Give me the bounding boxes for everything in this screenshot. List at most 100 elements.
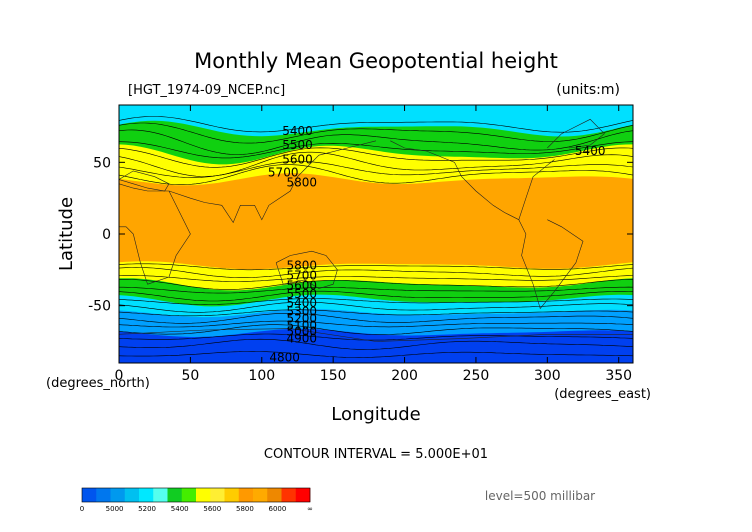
colorbar-swatch [224, 488, 240, 502]
colorbar-tick-labels: 0 5000 5200 5400 5600 5800 6000 ∞ [80, 505, 313, 513]
contour-label: 5600 [287, 279, 318, 293]
colorbar-tick-label: 5000 [106, 505, 124, 513]
colorbar [81, 487, 311, 503]
contour-line [119, 313, 633, 324]
y-axis-unit: (degrees_north) [46, 376, 150, 391]
dataset-filename: [HGT_1974-09_NCEP.nc] [128, 83, 285, 98]
coastline-segment [119, 183, 191, 285]
y-tick-label: 50 [93, 155, 111, 171]
pressure-level: level=500 millibar [485, 489, 595, 503]
x-tick-label: 350 [605, 368, 632, 384]
x-axis-ticks: 0 50 100 150 200 250 300 350 [115, 105, 632, 384]
colorbar-swatch [110, 488, 126, 502]
coastline-segment [390, 140, 555, 221]
coastline-segment [168, 140, 377, 224]
contour-label: 5800 [287, 175, 318, 189]
contour-line [119, 275, 633, 282]
contour-line [119, 147, 633, 168]
colorbar-tick-label: 0 [80, 505, 84, 513]
heatmap-plot-area: 5400550056005700580054005800570056005500… [119, 105, 633, 363]
coastline-segment [547, 118, 605, 149]
contour-line [119, 122, 633, 144]
coastlines [119, 118, 633, 342]
contour-label: 5700 [268, 165, 299, 179]
coastline-segment [518, 219, 584, 310]
contour-label: 5100 [287, 319, 318, 333]
colorbar-swatch [238, 488, 254, 502]
contour-line [119, 164, 633, 185]
x-tick-label: 100 [248, 368, 275, 384]
y-axis-label: Latitude [56, 197, 77, 271]
contour-line [119, 338, 633, 350]
contour-lines [119, 116, 633, 358]
contour-line [119, 129, 633, 155]
colorbar-swatch [153, 488, 168, 502]
contour-line [119, 324, 633, 335]
y-tick-label: -50 [88, 299, 111, 315]
x-axis-label: Longitude [331, 404, 421, 425]
colorbar-swatch [253, 488, 268, 502]
contour-label: 5300 [287, 304, 318, 318]
contour-line [119, 290, 633, 302]
contour-label: 4900 [287, 332, 318, 346]
colorbar-swatch [96, 488, 111, 502]
contour-label: 5400 [282, 124, 313, 138]
band-north-cyan [119, 105, 633, 138]
contour-line [119, 116, 633, 133]
x-tick-label: 0 [115, 368, 124, 384]
contour-label: 5400 [287, 296, 318, 310]
contour-label: 5500 [282, 138, 313, 152]
contour-line [119, 141, 633, 159]
y-axis-ticks: -50 0 50 [88, 155, 633, 315]
contour-line [119, 333, 633, 341]
contour-label: 5800 [287, 259, 318, 273]
band-south-green [119, 278, 633, 308]
contour-label: 5400 [575, 144, 606, 158]
contour-label: 5500 [287, 287, 318, 301]
contour-line [119, 301, 633, 313]
contour-line [119, 320, 633, 328]
band-south-deepblue [119, 328, 633, 363]
band-north-green [119, 120, 633, 166]
band-south-blue [119, 309, 633, 339]
colorbar-frame [81, 487, 311, 503]
units-label: (units:m) [556, 82, 620, 98]
colorbar-swatch [82, 488, 97, 502]
contour-label: 5000 [287, 325, 318, 339]
contour-label: 5200 [287, 312, 318, 326]
coastline-segment [119, 170, 170, 192]
band-south-yellow [119, 261, 633, 292]
colorbar-tick-label: 5800 [236, 505, 254, 513]
colorbar-tick-label: 5600 [203, 505, 221, 513]
y-tick-label: 0 [102, 227, 111, 243]
contour-line [119, 279, 633, 290]
x-tick-label: 250 [463, 368, 490, 384]
x-tick-label: 300 [534, 368, 561, 384]
colorbar-tick-label: 6000 [268, 505, 286, 513]
x-tick-label: 50 [181, 368, 199, 384]
contour-line [119, 298, 633, 305]
contour-line [119, 160, 633, 178]
colorbar-swatch [295, 488, 311, 502]
coastline-segment [275, 250, 338, 289]
contour-labels: 5400550056005700580054005800570056005500… [268, 124, 606, 363]
colorbar-tick-label: 5200 [138, 505, 156, 513]
chart-title: Monthly Mean Geopotential height [194, 49, 558, 73]
colorbar-swatch [181, 488, 197, 502]
x-tick-label: 200 [391, 368, 418, 384]
contour-line [119, 263, 633, 271]
x-axis-unit: (degrees_east) [554, 387, 651, 402]
coastline-segment [119, 328, 633, 342]
contour-line [119, 309, 633, 317]
colorbar-swatch [267, 488, 282, 502]
colorbar-tick-label: ∞ [307, 505, 313, 513]
colorbar-swatch [210, 488, 225, 502]
contour-line [119, 151, 633, 177]
contour-interval: CONTOUR INTERVAL = 5.000E+01 [264, 447, 488, 462]
contour-line [119, 267, 633, 278]
contour-line [119, 351, 633, 358]
x-tick-label: 150 [320, 368, 347, 384]
contour-label: 5700 [287, 269, 318, 283]
colorbar-swatch [281, 488, 297, 502]
